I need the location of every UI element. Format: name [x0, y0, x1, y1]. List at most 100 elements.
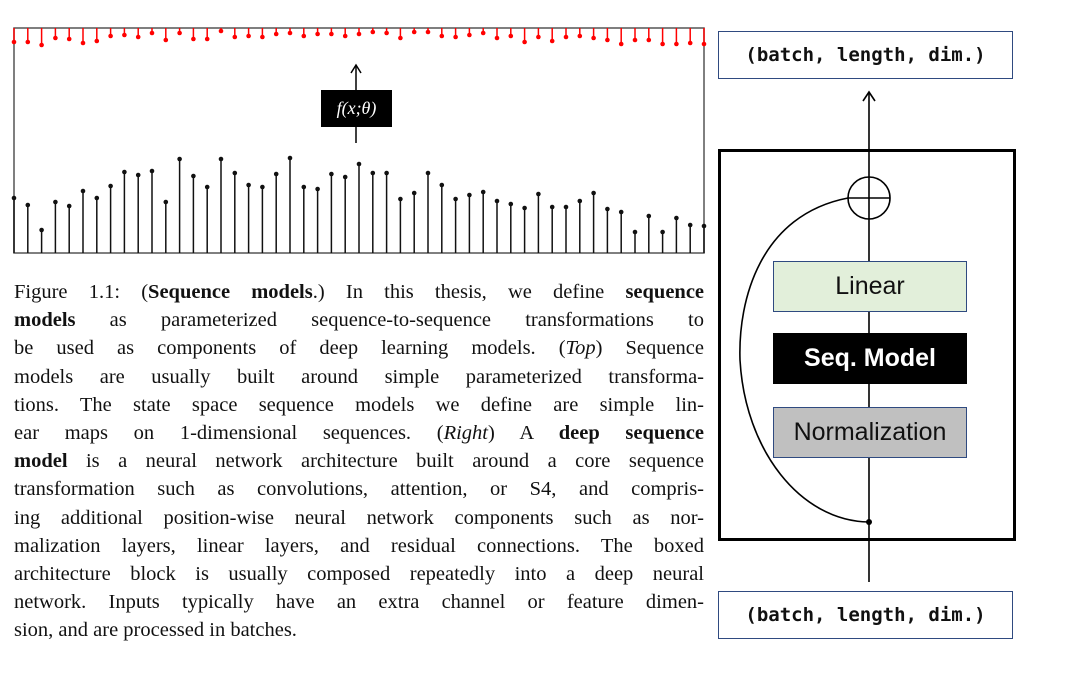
stem-marker	[439, 33, 445, 39]
stem-marker	[425, 29, 431, 35]
stem-marker	[646, 37, 652, 43]
stem-marker	[11, 39, 17, 45]
caption-line: transformation such as convolutions, att…	[14, 475, 704, 503]
block-frame	[718, 149, 1016, 541]
linear-label: Linear	[835, 272, 905, 300]
input-shape-label: (batch, length, dim.)	[745, 604, 986, 626]
caption-text: sion, and are processed in batches.	[14, 619, 297, 642]
caption-bold-text: Sequence models	[148, 281, 313, 303]
stem-marker	[453, 196, 458, 202]
normalization-label: Normalization	[793, 418, 947, 446]
stem-marker	[687, 40, 693, 46]
stem-marker	[94, 38, 100, 44]
stem-marker	[494, 198, 500, 204]
stem-marker	[232, 170, 238, 176]
stem-marker	[618, 209, 624, 215]
input-shape-box: (batch, length, dim.)	[718, 591, 1013, 639]
stem-marker	[149, 168, 155, 174]
stem-marker	[370, 170, 376, 176]
stem-marker	[646, 213, 652, 219]
stem-marker	[522, 39, 527, 45]
caption-bold-text: model	[14, 450, 68, 473]
caption-text: Figure 1.1: (	[14, 281, 149, 303]
stem-marker	[218, 28, 224, 34]
stem-marker	[356, 161, 362, 167]
stem-marker	[577, 33, 583, 39]
stem-marker	[39, 227, 44, 233]
stem-marker	[439, 182, 445, 188]
caption-line: be used as components of deep learning m…	[14, 334, 704, 362]
caption-text: ear maps on 1-dimensional sequences. (	[14, 421, 444, 444]
stem-marker	[549, 38, 555, 44]
stem-marker	[204, 184, 210, 190]
stem-marker	[66, 36, 72, 42]
caption-text: architecture block is usually composed r…	[14, 562, 704, 585]
residual-dot	[866, 519, 872, 525]
stem-marker	[467, 192, 472, 198]
stem-marker	[53, 199, 58, 205]
caption-line: network. Inputs typically have an extra …	[14, 588, 704, 616]
stem-marker	[522, 205, 527, 211]
stem-marker	[508, 201, 514, 207]
caption-line: models as parameterized sequence-to-sequ…	[14, 306, 704, 334]
stem-marker	[163, 37, 169, 43]
input-stems	[11, 155, 707, 253]
stem-marker	[425, 170, 431, 176]
stem-marker	[163, 199, 169, 205]
stem-marker	[591, 35, 596, 41]
arrow-head-icon	[862, 90, 876, 102]
caption-italic-text: Top	[565, 337, 596, 360]
stem-marker	[467, 32, 472, 38]
caption-line: ing additional position-wise neural netw…	[14, 504, 704, 532]
seq-model-label: Seq. Model	[804, 344, 936, 372]
stem-marker	[232, 34, 238, 40]
stem-marker	[135, 34, 141, 40]
stem-marker	[632, 229, 638, 235]
caption-text: as parameterized sequence-to-sequence tr…	[75, 309, 704, 332]
caption-text: ) A	[487, 421, 559, 444]
stem-marker	[191, 36, 196, 42]
stem-marker	[94, 195, 100, 201]
stem-marker	[411, 29, 417, 35]
caption-line: sion, and are processed in batches.	[14, 616, 704, 644]
stem-marker	[260, 34, 265, 40]
stem-marker	[273, 31, 279, 37]
caption-text: ) Sequence	[595, 337, 704, 360]
stem-marker	[674, 215, 679, 221]
stem-marker	[108, 183, 113, 189]
stem-marker	[342, 174, 348, 180]
stem-marker	[356, 31, 362, 37]
stem-marker	[149, 30, 155, 36]
caption-line: ear maps on 1-dimensional sequences. (Ri…	[14, 419, 704, 447]
stem-marker	[246, 33, 251, 39]
stem-marker	[53, 35, 58, 41]
stem-marker	[480, 189, 486, 195]
stem-marker	[80, 40, 86, 46]
stem-marker	[80, 188, 86, 194]
caption-text: malization layers, linear layers, and re…	[14, 534, 704, 557]
caption-text: be used as components of deep learning m…	[14, 337, 566, 360]
stem-marker	[618, 41, 624, 47]
stem-marker	[508, 33, 514, 39]
caption-line: malization layers, linear layers, and re…	[14, 532, 704, 560]
stem-marker	[315, 186, 320, 192]
caption-italic-text: Right	[443, 421, 488, 444]
output-stems	[11, 28, 707, 48]
stem-marker	[577, 198, 583, 204]
stem-marker	[25, 202, 31, 208]
stem-marker	[66, 203, 72, 209]
stem-marker	[632, 37, 638, 43]
caption-text: transformation such as convolutions, att…	[14, 478, 704, 501]
stem-marker	[39, 42, 44, 48]
stem-marker	[301, 184, 307, 190]
stem-marker	[246, 182, 251, 188]
stem-marker	[605, 206, 610, 212]
stem-marker	[135, 172, 141, 178]
caption-text: tions. The state space sequence models w…	[14, 393, 704, 416]
stem-marker	[701, 41, 707, 47]
stem-marker	[674, 41, 679, 47]
stem-marker	[563, 34, 569, 40]
stem-marker	[660, 41, 665, 47]
output-shape-box: (batch, length, dim.)	[718, 31, 1013, 79]
